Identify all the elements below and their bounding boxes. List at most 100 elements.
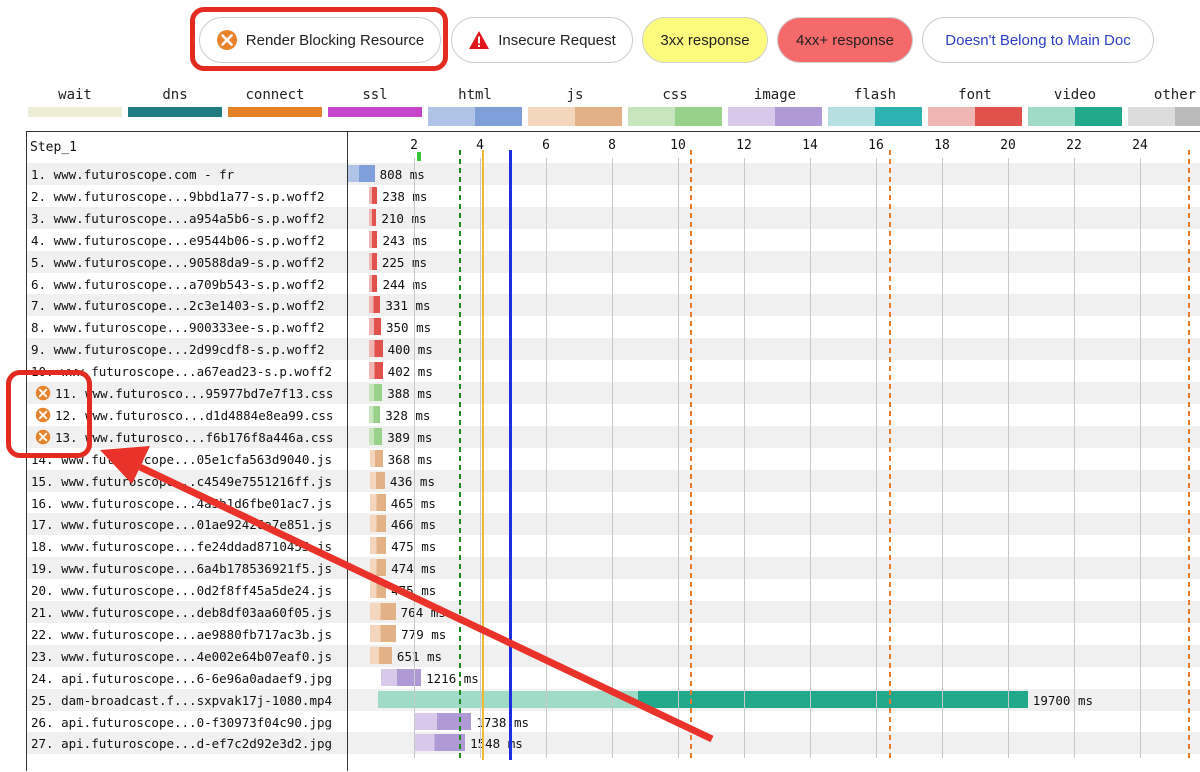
- request-label: 6. www.futuroscope...a709b543-s.p.woff2: [31, 277, 325, 292]
- request-url: www.futuroscope...fe24ddad8710455.js: [61, 539, 333, 555]
- request-bar[interactable]: [370, 449, 383, 467]
- request-url: www.futurosco...95977bd7e7f13.css: [85, 386, 334, 401]
- request-number: 17.: [31, 517, 54, 533]
- request-row[interactable]: 23. www.futuroscope...4e002e64b07eaf0.js…: [27, 644, 1200, 667]
- request-url: api.futuroscope...d-ef7c2d92e3d2.jpg: [61, 736, 333, 752]
- request-bar[interactable]: [369, 384, 383, 401]
- request-bar[interactable]: [370, 646, 392, 664]
- request-bar[interactable]: [370, 624, 397, 642]
- axis-tick-label: 20: [1000, 138, 1016, 153]
- request-url: www.futuroscope...2c3e1403-s.p.woff2: [53, 298, 325, 314]
- request-bar[interactable]: [369, 405, 381, 423]
- request-url: www.futuroscope...deb8df03aa60f05.js: [61, 605, 333, 620]
- request-number: 8.: [31, 320, 47, 336]
- request-row[interactable]: 1. www.futuroscope.com - fr 808 ms: [27, 163, 1200, 185]
- axis-tick-label: 22: [1066, 138, 1082, 153]
- request-label: 13. www.futurosco...f6b176f8a446a.css: [55, 430, 333, 445]
- request-duration: 808 ms: [379, 167, 425, 182]
- request-label: 20. www.futuroscope...0d2f8ff45a5de24.js: [31, 583, 332, 598]
- legend-swatch: [1028, 107, 1122, 126]
- request-row[interactable]: 11. www.futurosco...95977bd7e7f13.css 388…: [27, 382, 1200, 404]
- request-bar[interactable]: [369, 296, 381, 314]
- request-bar[interactable]: [348, 165, 375, 182]
- request-number: 22.: [31, 626, 54, 642]
- request-row[interactable]: 3. www.futuroscope...a954a5b6-s.p.woff2 2…: [27, 206, 1200, 229]
- request-bar[interactable]: [369, 208, 377, 226]
- request-label: 4. www.futuroscope...e9544b06-s.p.woff2: [31, 233, 325, 248]
- request-bar[interactable]: [370, 537, 387, 555]
- request-url: www.futuroscope...90588da9-s.p.woff2: [53, 254, 325, 270]
- request-row[interactable]: 25. dam-broadcast.f...sxpvak17j-1080.mp4…: [27, 688, 1200, 711]
- request-bar[interactable]: [369, 252, 377, 270]
- insecure-request-legend-button[interactable]: Insecure Request: [451, 17, 633, 63]
- request-bar[interactable]: [369, 274, 378, 292]
- request-url: www.futuroscope...9bbd1a77-s.p.woff2: [53, 188, 325, 204]
- request-row[interactable]: 7. www.futuroscope...2c3e1403-s.p.woff2 3…: [27, 294, 1200, 317]
- not-main-doc-legend-button[interactable]: Doesn't Belong to Main Doc: [922, 17, 1154, 63]
- legend-other: other: [1128, 86, 1200, 126]
- request-row[interactable]: 26. api.futuroscope...0-f30973f04c90.jpg…: [27, 711, 1200, 733]
- request-bar[interactable]: [369, 230, 378, 248]
- request-url: www.futuroscope...a954a5b6-s.p.woff2: [53, 210, 325, 226]
- request-bar[interactable]: [377, 690, 1028, 708]
- request-bar[interactable]: [370, 515, 386, 533]
- waterfall-panel: [26, 131, 1200, 772]
- legend-label: video: [1053, 87, 1097, 103]
- request-row[interactable]: 2. www.futuroscope...9bbd1a77-s.p.woff2 2…: [27, 185, 1200, 207]
- insecure-request-label: Insecure Request: [498, 31, 616, 49]
- request-row[interactable]: 22. www.futuroscope...ae9880fb717ac3b.js…: [27, 623, 1200, 645]
- request-url: www.futuroscope.com - fr: [53, 167, 235, 182]
- request-row[interactable]: 9. www.futuroscope...2d99cdf8-s.p.woff2 4…: [27, 338, 1200, 361]
- request-row[interactable]: 27. api.futuroscope...d-ef7c2d92e3d2.jpg…: [27, 732, 1200, 755]
- request-bar[interactable]: [370, 603, 396, 620]
- request-label: 25. dam-broadcast.f...sxpvak17j-1080.mp4: [31, 693, 332, 708]
- request-row[interactable]: 4. www.futuroscope...e9544b06-s.p.woff2 2…: [27, 229, 1200, 251]
- legend-swatch: [1128, 107, 1200, 126]
- request-bar[interactable]: [369, 427, 383, 445]
- request-bar[interactable]: [381, 668, 422, 686]
- request-row[interactable]: 16. www.futuroscope...4a5b1d6fbe01ac7.js…: [27, 492, 1200, 514]
- axis-tick-label: 16: [868, 138, 884, 153]
- grid-line: [1074, 158, 1075, 758]
- axis-tick-label: 24: [1132, 138, 1148, 153]
- request-url: www.futuroscope...0d2f8ff45a5de24.js: [61, 583, 333, 599]
- axis-tick-label: 2: [410, 138, 418, 153]
- request-duration: 1216 ms: [426, 670, 479, 686]
- grid-line: [414, 158, 415, 758]
- request-row[interactable]: 24. api.futuroscope...6-6e96a0adaef9.jpg…: [27, 667, 1200, 689]
- request-duration: 331 ms: [385, 298, 431, 314]
- request-bar[interactable]: [369, 186, 378, 204]
- render-blocking-legend-button[interactable]: Render Blocking Resource: [199, 17, 441, 63]
- request-number: 4.: [31, 232, 47, 248]
- request-bar[interactable]: [369, 362, 383, 380]
- 3xx-response-legend-button[interactable]: 3xx response: [642, 17, 768, 63]
- request-bar[interactable]: [370, 559, 387, 577]
- request-row[interactable]: 19. www.futuroscope...6a4b178536921f5.js…: [27, 557, 1200, 580]
- request-row[interactable]: 21. www.futuroscope...deb8df03aa60f05.js…: [27, 601, 1200, 623]
- request-bar[interactable]: [370, 471, 385, 489]
- request-duration: 19700 ms: [1032, 692, 1094, 708]
- request-row[interactable]: 17. www.futuroscope...01ae92426a7e851.js…: [27, 513, 1200, 536]
- request-duration: 1738 ms: [476, 714, 530, 730]
- legend-swatch: [528, 107, 622, 126]
- request-row[interactable]: 6. www.futuroscope...a709b543-s.p.woff2 2…: [27, 273, 1200, 295]
- request-duration: 368 ms: [387, 451, 433, 467]
- legend-font: font: [928, 86, 1022, 126]
- 4xx-response-legend-button[interactable]: 4xx+ response: [777, 17, 913, 63]
- request-bar[interactable]: [369, 340, 383, 358]
- request-bar[interactable]: [414, 734, 466, 752]
- request-bar[interactable]: [414, 712, 472, 730]
- request-bar[interactable]: [369, 318, 381, 336]
- request-number: 23.: [31, 648, 54, 664]
- request-row[interactable]: 5. www.futuroscope...90588da9-s.p.woff2 2…: [27, 250, 1200, 273]
- axis-tick-label: 10: [670, 138, 686, 153]
- 4xx-response-label: 4xx+ response: [796, 31, 894, 49]
- request-duration: 474 ms: [391, 561, 437, 577]
- request-row[interactable]: 12. www.futurosco...d1d4884e8ea99.css 328…: [27, 404, 1200, 426]
- legend-label: image: [753, 87, 797, 103]
- request-bar[interactable]: [370, 493, 386, 511]
- request-row[interactable]: 8. www.futuroscope...900333ee-s.p.woff2 3…: [27, 316, 1200, 338]
- request-row[interactable]: 18. www.futuroscope...fe24ddad8710455.js…: [27, 535, 1200, 557]
- legend-connect: connect: [228, 86, 322, 117]
- request-row[interactable]: 13. www.futurosco...f6b176f8a446a.css 389…: [27, 425, 1200, 448]
